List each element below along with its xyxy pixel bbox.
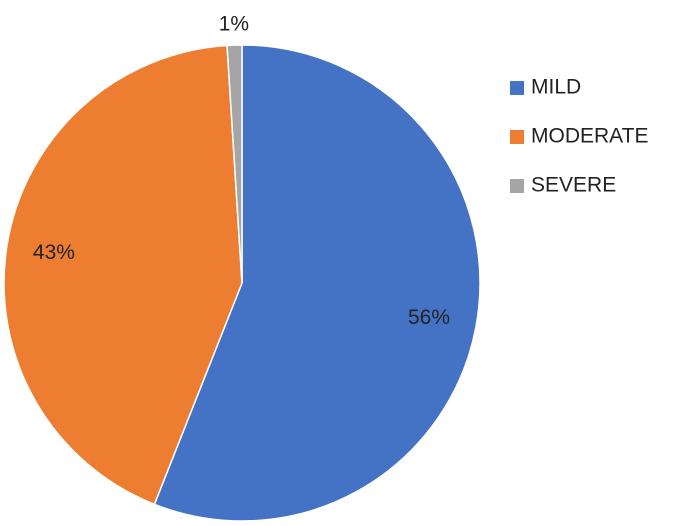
legend-label: MILD <box>531 76 581 99</box>
pie-slice <box>153 44 481 522</box>
legend-label: MODERATE <box>531 125 648 148</box>
legend-swatch <box>510 130 524 144</box>
legend-swatch <box>510 81 524 95</box>
legend-label: SEVERE <box>531 174 616 197</box>
pie-slice <box>3 44 243 506</box>
data-label: 43% <box>33 241 75 264</box>
data-label: 1% <box>219 13 249 36</box>
pie-slice <box>226 44 243 284</box>
data-label: 56% <box>408 306 450 329</box>
legend-swatch <box>510 179 524 193</box>
